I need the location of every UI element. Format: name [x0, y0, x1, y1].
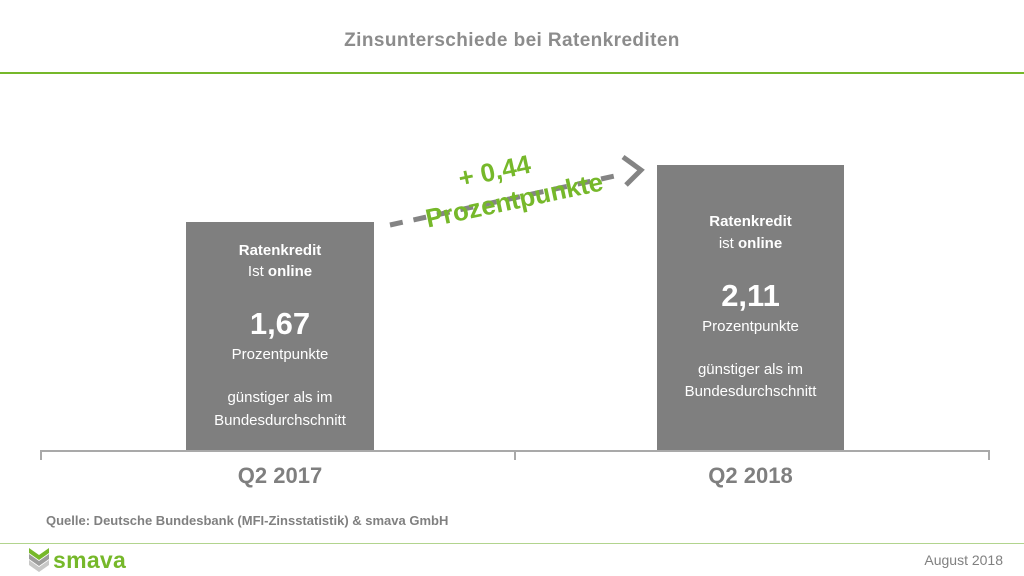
bar-head: Ratenkredit Ist online — [239, 240, 322, 284]
bar-head-line2-bold: online — [267, 263, 313, 281]
axis-tick — [988, 452, 990, 460]
bar-head-line2-bold: online — [738, 234, 783, 252]
axis-tick — [514, 452, 516, 460]
category-label-q2-2017: Q2 2017 — [237, 463, 323, 488]
bar-note: günstiger als im Bundesdurchschnitt — [685, 359, 817, 404]
bar-note-line1: günstiger als im — [227, 389, 333, 407]
bar-q2-2017: Ratenkredit Ist online 1,67 Prozentpunkt… — [186, 222, 374, 450]
footer-divider — [0, 543, 1024, 544]
bar-head-line2-prefix: ist — [718, 234, 738, 252]
bar-note: günstiger als im Bundesdurchschnitt — [214, 387, 346, 432]
bar-unit: Prozentpunkte — [702, 317, 799, 335]
bar-head-line1: Ratenkredit — [238, 241, 322, 259]
page-title: Zinsunterschiede bei Ratenkrediten — [344, 30, 680, 51]
bar-value: 1,67 — [249, 306, 311, 342]
axis-tick — [40, 452, 42, 460]
bar-head-line1: Ratenkredit — [709, 213, 792, 231]
title-divider — [0, 72, 1024, 74]
x-axis — [40, 450, 990, 460]
bar-q2-2018: Ratenkredit ist online 2,11 Prozentpunkt… — [657, 165, 844, 450]
smava-logo: smava — [28, 548, 126, 572]
bar-note-line1: günstiger als im — [697, 360, 804, 378]
bar-head-line2-prefix: Ist — [247, 263, 268, 281]
source-note: Quelle: Deutsche Bundesbank (MFI-Zinssta… — [46, 513, 449, 528]
smava-logo-text: smava — [53, 546, 127, 573]
bar-head: Ratenkredit ist online — [709, 211, 792, 255]
bar-note-line2: Bundesdurchschnitt — [684, 383, 817, 401]
bar-value: 2,11 — [721, 277, 780, 313]
bar-note-line2: Bundesdurchschnitt — [214, 411, 346, 429]
bar-unit: Prozentpunkte — [231, 346, 329, 364]
smava-chevron-icon — [29, 548, 49, 572]
footer-date: August 2018 — [924, 552, 1003, 568]
trend-arrow-icon — [389, 154, 645, 228]
category-label-q2-2018: Q2 2018 — [708, 463, 793, 488]
